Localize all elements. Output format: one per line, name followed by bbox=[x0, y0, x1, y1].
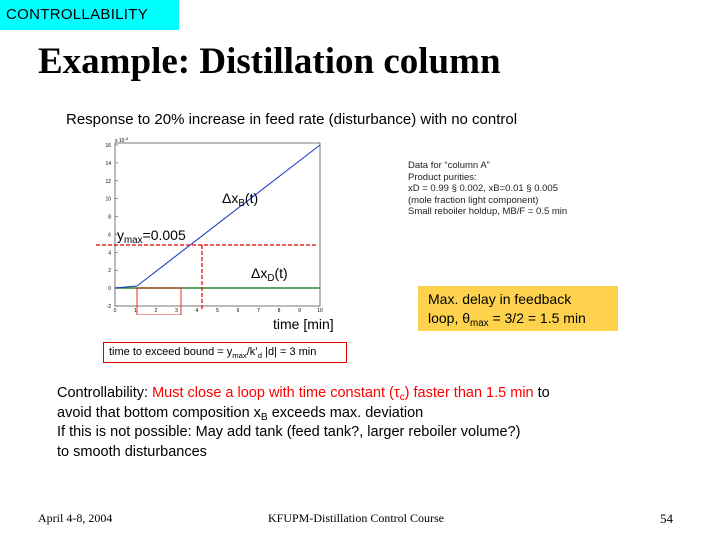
x-tick-label: 4 bbox=[196, 308, 199, 314]
y-tick-label: 0 bbox=[108, 286, 111, 292]
x-tick-label: 1 bbox=[134, 308, 137, 314]
y-exponent: x 10-3 bbox=[115, 136, 129, 144]
y-tick-label: 12 bbox=[105, 179, 111, 185]
column-data-note: Data for “column A” Product purities: xD… bbox=[408, 160, 567, 218]
y-tick-label: 6 bbox=[108, 232, 111, 238]
x-tick-label: 3 bbox=[175, 308, 178, 314]
note-line: (mole fraction light component) bbox=[408, 194, 539, 206]
x-tick-label: 9 bbox=[298, 308, 301, 314]
xb-series-label: ΔxB(t) bbox=[222, 190, 259, 209]
callout-line: loop, θmax = 3/2 = 1.5 min bbox=[428, 310, 586, 329]
note-line: xD = 0.99 § 0.002, xB=0.01 § 0.005 bbox=[408, 183, 559, 194]
footer-course: KFUPM-Distillation Control Course bbox=[268, 511, 445, 525]
text-line: to smooth disturbances bbox=[57, 443, 207, 460]
exceed-bound-note: time to exceed bound = ymax/k’d |d| = 3 … bbox=[103, 342, 347, 363]
section-tag: CONTROLLABILITY bbox=[0, 0, 179, 30]
delay-marker bbox=[136, 287, 182, 315]
y-tick-label: 16 bbox=[105, 143, 111, 149]
xb-response-line bbox=[114, 144, 321, 289]
xd-series-label: ΔxD(t) bbox=[251, 265, 288, 284]
controllability-text: Controllability: Must close a loop with … bbox=[57, 384, 550, 462]
y-tick-label: -2 bbox=[107, 304, 112, 310]
x-tick-label: 8 bbox=[278, 308, 281, 314]
text-line: Controllability: Must close a loop with … bbox=[57, 385, 550, 403]
x-axis-ticks: 0 1 2 3 4 5 6 7 8 9 10 bbox=[114, 308, 323, 314]
callout-line: Max. delay in feedback bbox=[428, 291, 572, 307]
y-axis-ticks: 16 14 12 10 8 6 4 2 0 -2 bbox=[105, 143, 118, 310]
max-delay-callout: Max. delay in feedback loop, θmax = 3/2 … bbox=[418, 286, 618, 331]
text-line: If this is not possible: May add tank (f… bbox=[57, 424, 521, 440]
y-tick-label: 14 bbox=[105, 161, 111, 167]
note-line: Small reboiler holdup, MB/F = 0.5 min bbox=[408, 206, 568, 217]
x-axis-label: time [min] bbox=[273, 316, 334, 332]
y-tick-label: 8 bbox=[108, 215, 111, 221]
x-tick-label: 2 bbox=[155, 308, 158, 314]
note-line: Data for “column A” bbox=[408, 160, 490, 171]
y-tick-label: 4 bbox=[108, 250, 111, 256]
y-tick-label: 10 bbox=[105, 197, 111, 203]
footer-date: April 4-8, 2004 bbox=[38, 511, 113, 525]
x-tick-label: 6 bbox=[237, 308, 240, 314]
x-tick-label: 5 bbox=[216, 308, 219, 314]
note-line: Product purities: bbox=[408, 171, 477, 183]
text-line: avoid that bottom composition xB exceeds… bbox=[57, 404, 424, 423]
ymax-label: ymax=0.005 bbox=[117, 227, 186, 246]
slide-number: 54 bbox=[660, 511, 673, 526]
x-tick-label: 0 bbox=[114, 308, 117, 314]
figure-caption: Response to 20% increase in feed rate (d… bbox=[66, 111, 518, 128]
page-title: Example: Distillation column bbox=[38, 41, 501, 82]
y-tick-label: 2 bbox=[108, 268, 111, 274]
x-tick-label: 10 bbox=[317, 308, 323, 314]
x-tick-label: 7 bbox=[257, 308, 260, 314]
